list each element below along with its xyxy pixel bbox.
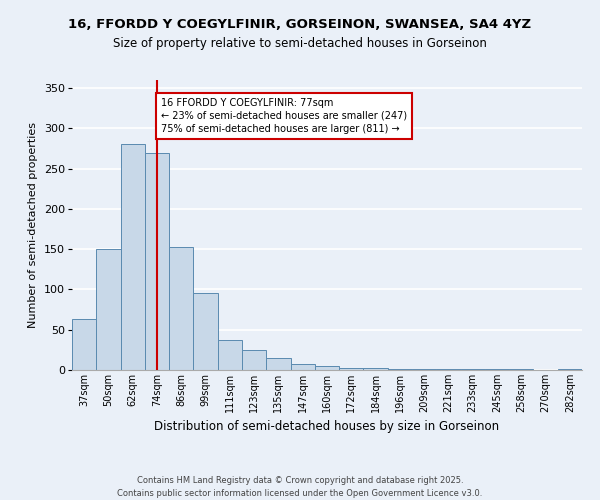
Bar (242, 350, 266, 370)
X-axis label: Distribution of semi-detached houses by size in Gorseinon: Distribution of semi-detached houses by … (154, 420, 500, 434)
Bar (558, 369, 582, 370)
Bar (461, 369, 485, 370)
Bar (193, 292, 218, 370)
Bar (339, 368, 364, 370)
Bar (509, 369, 533, 370)
Text: Contains HM Land Registry data © Crown copyright and database right 2025.
Contai: Contains HM Land Registry data © Crown c… (118, 476, 482, 498)
Bar (436, 369, 461, 370)
Bar (169, 246, 193, 370)
Bar (364, 368, 388, 370)
Y-axis label: Number of semi-detached properties: Number of semi-detached properties (28, 122, 38, 328)
Bar (315, 366, 339, 370)
Text: Size of property relative to semi-detached houses in Gorseinon: Size of property relative to semi-detach… (113, 38, 487, 51)
Text: 16 FFORDD Y COEGYLFINIR: 77sqm
← 23% of semi-detached houses are smaller (247)
7: 16 FFORDD Y COEGYLFINIR: 77sqm ← 23% of … (161, 98, 407, 134)
Bar (388, 369, 412, 370)
Bar (72, 320, 96, 370)
Bar (412, 369, 436, 370)
Bar (218, 340, 242, 370)
Bar (96, 249, 121, 370)
Bar (145, 152, 169, 370)
Bar (121, 144, 145, 370)
Bar (266, 358, 290, 370)
Text: 16, FFORDD Y COEGYLFINIR, GORSEINON, SWANSEA, SA4 4YZ: 16, FFORDD Y COEGYLFINIR, GORSEINON, SWA… (68, 18, 532, 30)
Bar (485, 369, 509, 370)
Bar (290, 364, 315, 370)
